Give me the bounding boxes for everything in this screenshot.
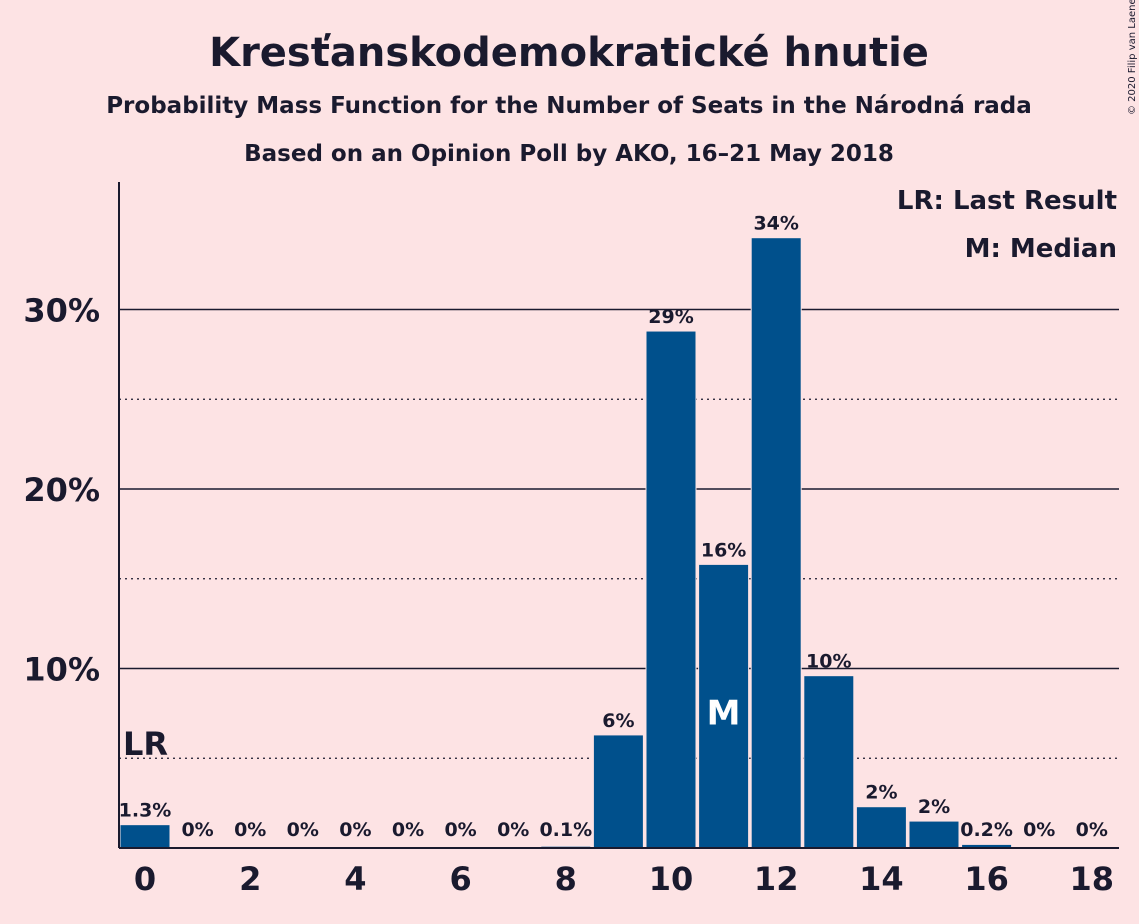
bar-label-seat-18: 0%	[1076, 819, 1108, 841]
y-axis-tick-labels: 10% 20% 30%	[23, 292, 100, 689]
x-tick-label-10: 10	[649, 860, 694, 898]
bar-seat-13	[803, 675, 855, 849]
copyright-note: © 2020 Filip van Laenen	[1127, 0, 1138, 115]
bar-label-seat-10: 29%	[648, 306, 693, 328]
y-tick-label-10: 10%	[23, 651, 100, 689]
legend-last-result: LR: Last Result	[897, 186, 1117, 216]
bar-value-labels: 1.3% 0% 0% 0% 0% 0% 0% 0% 0.1% 6% 29% 16% 34% 10% 2% 2%…	[119, 213, 1108, 841]
bar-label-seat-0: 1.3%	[119, 800, 172, 822]
bar-label-seat-16: 0.2%	[960, 819, 1013, 841]
median-marker: M	[707, 693, 741, 733]
x-tick-label-0: 0	[134, 860, 156, 898]
bar-seat-15	[908, 820, 960, 849]
bar-label-seat-6: 0%	[444, 819, 476, 841]
x-tick-label-14: 14	[859, 860, 904, 898]
markers: LR M	[123, 693, 741, 763]
chart-title: Kresťanskodemokratické hnutie	[209, 30, 929, 76]
bar-label-seat-3: 0%	[287, 819, 319, 841]
bar-label-seat-8: 0.1%	[539, 819, 592, 841]
bar-label-seat-14: 2%	[865, 782, 897, 804]
y-tick-label-20: 20%	[23, 471, 100, 509]
bars	[119, 237, 1013, 849]
x-tick-label-18: 18	[1070, 860, 1115, 898]
bar-seat-0	[119, 824, 171, 849]
x-tick-label-12: 12	[754, 860, 799, 898]
bar-label-seat-15: 2%	[918, 796, 950, 818]
bar-label-seat-17: 0%	[1023, 819, 1055, 841]
grid-lines	[119, 308, 1119, 759]
bar-label-seat-1: 0%	[181, 819, 213, 841]
legend-median: M: Median	[965, 234, 1117, 264]
y-tick-label-30: 30%	[23, 292, 100, 330]
x-tick-label-2: 2	[239, 860, 261, 898]
chart-subtitle: Probability Mass Function for the Number…	[106, 93, 1032, 119]
bar-label-seat-13: 10%	[806, 651, 851, 673]
x-tick-label-16: 16	[964, 860, 1009, 898]
x-axis-tick-labels: 0 2 4 6 8 10 12 14 16 18	[134, 860, 1114, 898]
bar-label-seat-2: 0%	[234, 819, 266, 841]
bar-label-seat-4: 0%	[339, 819, 371, 841]
bar-seat-12	[750, 237, 802, 849]
x-tick-label-8: 8	[555, 860, 577, 898]
chart-subtitle-poll: Based on an Opinion Poll by AKO, 16–21 M…	[244, 141, 894, 167]
x-tick-label-4: 4	[344, 860, 366, 898]
bar-seat-11	[698, 563, 750, 849]
bar-label-seat-11: 16%	[701, 539, 746, 561]
axes	[118, 182, 1119, 849]
bar-label-seat-12: 34%	[753, 213, 798, 235]
bar-label-seat-7: 0%	[497, 819, 529, 841]
x-tick-label-6: 6	[449, 860, 471, 898]
bar-seat-14	[855, 806, 907, 849]
bar-label-seat-9: 6%	[602, 710, 634, 732]
bar-seat-10	[645, 330, 697, 849]
last-result-marker: LR	[123, 725, 168, 763]
bar-label-seat-5: 0%	[392, 819, 424, 841]
bar-seat-9	[592, 734, 644, 849]
